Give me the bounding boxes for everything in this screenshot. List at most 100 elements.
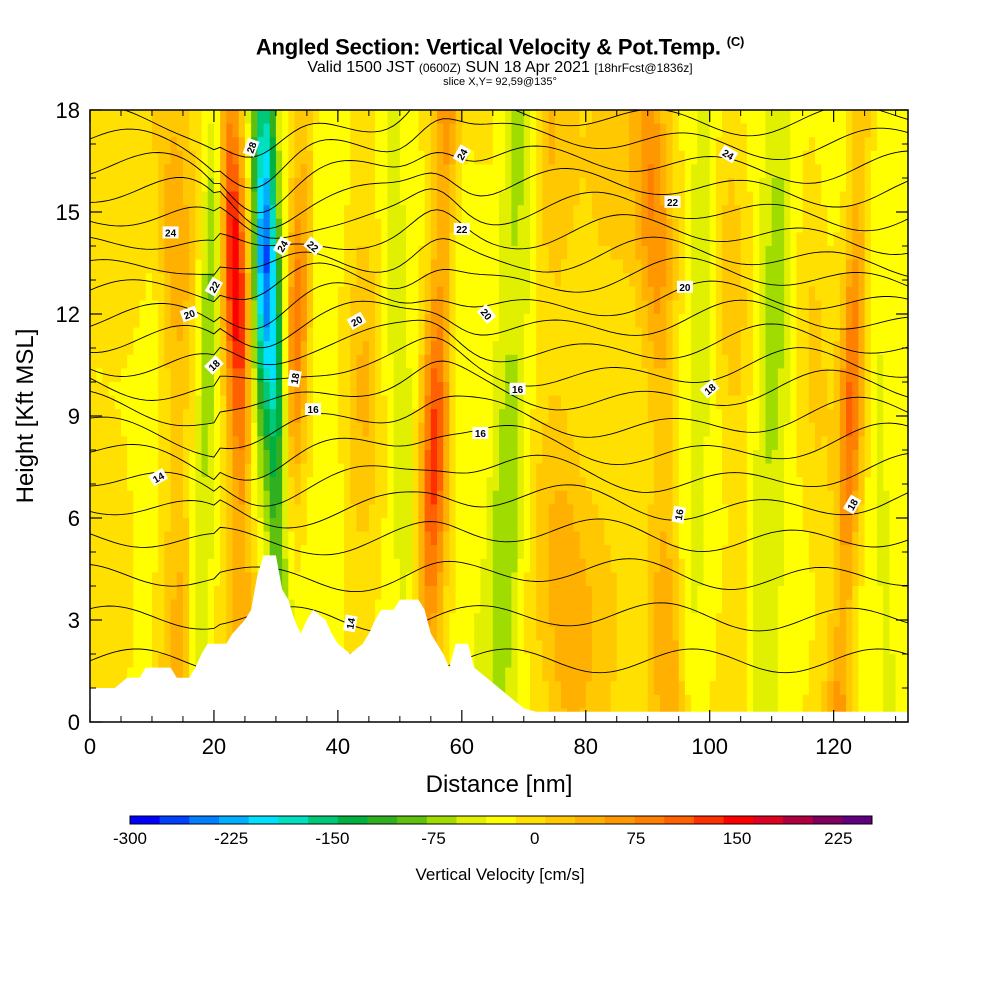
velocity-cell	[151, 191, 159, 206]
velocity-cell	[765, 191, 773, 206]
velocity-cell	[554, 436, 562, 451]
velocity-cell	[282, 422, 289, 437]
velocity-cell	[424, 218, 432, 233]
velocity-cell	[536, 191, 543, 206]
velocity-cell	[226, 558, 234, 573]
velocity-cell	[412, 490, 420, 505]
velocity-cell	[139, 246, 147, 261]
velocity-cell	[251, 341, 258, 356]
velocity-cell	[269, 123, 277, 138]
velocity-cell	[207, 327, 215, 342]
velocity-cell	[771, 150, 779, 165]
velocity-cell	[492, 572, 500, 587]
velocity-cell	[294, 286, 302, 301]
velocity-cell	[474, 382, 482, 397]
velocity-cell	[443, 259, 451, 274]
velocity-cell	[784, 273, 791, 288]
velocity-cell	[418, 354, 426, 369]
velocity-cell	[430, 558, 438, 573]
velocity-cell	[412, 178, 420, 193]
velocity-cell	[870, 599, 878, 614]
velocity-cell	[108, 518, 116, 533]
velocity-cell	[387, 477, 395, 492]
velocity-cell	[653, 545, 661, 560]
velocity-cell	[858, 586, 866, 601]
velocity-cell	[437, 137, 444, 152]
velocity-cell	[765, 354, 773, 369]
velocity-cell	[635, 382, 643, 397]
velocity-cell	[114, 518, 122, 533]
velocity-cell	[554, 545, 562, 560]
velocity-cell	[777, 436, 785, 451]
velocity-cell	[505, 354, 512, 369]
velocity-cell	[424, 599, 432, 614]
velocity-cell	[424, 150, 432, 165]
velocity-cell	[895, 422, 903, 437]
velocity-cell	[846, 572, 853, 587]
velocity-cell	[492, 463, 500, 478]
velocity-cell	[232, 123, 240, 138]
velocity-cell	[213, 246, 221, 261]
velocity-cell	[678, 123, 686, 138]
velocity-cell	[777, 586, 785, 601]
velocity-cell	[288, 123, 296, 138]
velocity-cell	[164, 558, 172, 573]
velocity-cell	[108, 504, 116, 519]
velocity-cell	[691, 327, 698, 342]
velocity-cell	[313, 395, 320, 410]
velocity-cell	[653, 518, 661, 533]
velocity-cell	[356, 409, 364, 424]
velocity-cell	[257, 504, 265, 519]
velocity-cell	[96, 518, 103, 533]
velocity-cell	[542, 178, 550, 193]
velocity-cell	[548, 273, 556, 288]
velocity-cell	[604, 150, 612, 165]
velocity-cell	[765, 137, 773, 152]
velocity-cell	[629, 558, 636, 573]
velocity-cell	[715, 504, 723, 519]
velocity-cell	[616, 368, 624, 383]
velocity-cell	[759, 382, 767, 397]
velocity-cell	[877, 490, 884, 505]
velocity-cell	[362, 531, 370, 546]
velocity-cell	[207, 218, 215, 233]
velocity-cell	[325, 490, 333, 505]
velocity-cell	[517, 518, 525, 533]
velocity-cell	[257, 409, 265, 424]
velocity-cell	[139, 545, 147, 560]
velocity-cell	[529, 531, 537, 546]
velocity-cell	[567, 586, 574, 601]
velocity-cell	[294, 477, 302, 492]
velocity-cell	[740, 218, 748, 233]
velocity-cell	[858, 436, 866, 451]
velocity-cell	[362, 545, 370, 560]
velocity-cell	[641, 463, 649, 478]
velocity-cell	[567, 341, 574, 356]
velocity-cell	[827, 164, 835, 179]
velocity-cell	[505, 150, 512, 165]
velocity-cell	[901, 286, 908, 301]
velocity-cell	[90, 327, 97, 342]
velocity-cell	[170, 110, 178, 125]
velocity-cell	[703, 463, 711, 478]
velocity-cell	[585, 504, 593, 519]
velocity-cell	[616, 354, 624, 369]
velocity-cell	[139, 137, 147, 152]
velocity-cell	[430, 382, 438, 397]
velocity-cell	[529, 490, 537, 505]
velocity-cell	[251, 178, 258, 193]
velocity-cell	[536, 572, 543, 587]
velocity-cell	[653, 586, 661, 601]
velocity-cell	[362, 259, 370, 274]
velocity-cell	[542, 613, 550, 628]
velocity-cell	[269, 409, 277, 424]
velocity-cell	[127, 545, 134, 560]
velocity-cell	[604, 300, 612, 315]
velocity-cell	[846, 178, 853, 193]
velocity-cell	[697, 314, 705, 329]
velocity-cell	[808, 137, 816, 152]
velocity-cell	[591, 246, 599, 261]
velocity-cell	[170, 218, 178, 233]
velocity-cell	[560, 545, 568, 560]
velocity-cell	[300, 178, 308, 193]
